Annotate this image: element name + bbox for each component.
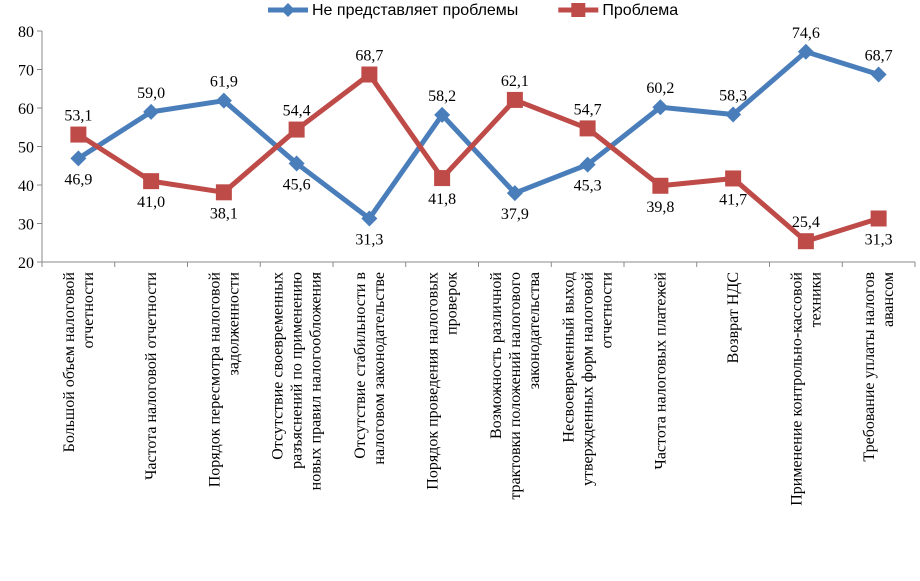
data-label: 62,1 bbox=[501, 73, 529, 90]
data-label: 46,9 bbox=[64, 171, 92, 188]
x-tick-label: Возврат НДС bbox=[725, 272, 742, 363]
y-tick-label: 70 bbox=[18, 63, 34, 80]
marker bbox=[579, 156, 596, 173]
y-tick-label: 80 bbox=[18, 24, 34, 41]
x-tick-label: Требование уплаты налогов авансом bbox=[861, 272, 897, 462]
x-tick-label: Несвоевременный выход утвержденных форм н… bbox=[561, 272, 616, 486]
legend-label: Не представляет проблемы bbox=[312, 2, 518, 19]
data-label: 53,1 bbox=[64, 108, 92, 125]
data-label: 74,6 bbox=[792, 25, 820, 42]
data-label: 68,7 bbox=[355, 48, 383, 65]
data-label: 39,8 bbox=[646, 199, 674, 216]
marker bbox=[70, 126, 87, 143]
series-line bbox=[77, 72, 880, 244]
x-tick-label: Отсутствие стабильности в налоговом закон… bbox=[352, 272, 388, 465]
data-label: 45,3 bbox=[574, 178, 602, 195]
x-tick-label: Частота налоговых платежей bbox=[652, 272, 669, 470]
marker bbox=[143, 173, 160, 190]
data-label: 41,0 bbox=[137, 194, 165, 211]
data-label: 58,2 bbox=[428, 88, 456, 105]
marker bbox=[361, 210, 378, 227]
data-label: 37,9 bbox=[501, 206, 529, 223]
data-label: 58,3 bbox=[719, 88, 747, 105]
marker bbox=[725, 106, 742, 123]
x-tick-label: Большой объем налоговой отчетности bbox=[61, 272, 97, 453]
marker bbox=[506, 91, 523, 108]
data-label: 38,1 bbox=[210, 205, 238, 222]
marker bbox=[725, 170, 742, 187]
x-tick-label: Порядок пересмотра налоговой задолженност… bbox=[206, 272, 242, 488]
marker bbox=[288, 121, 305, 138]
x-tick-label: Возможность различной трактовки положений… bbox=[488, 272, 543, 500]
marker bbox=[288, 155, 305, 172]
marker bbox=[797, 233, 814, 250]
marker bbox=[652, 177, 669, 194]
y-tick-label: 50 bbox=[18, 140, 34, 157]
marker bbox=[870, 210, 887, 227]
marker bbox=[361, 66, 378, 83]
data-label: 54,4 bbox=[283, 103, 311, 120]
data-label: 60,2 bbox=[646, 80, 674, 97]
y-tick-label: 30 bbox=[18, 217, 34, 234]
marker bbox=[579, 120, 596, 137]
y-tick-label: 60 bbox=[18, 101, 34, 118]
legend-marker bbox=[281, 3, 295, 17]
marker bbox=[215, 184, 232, 201]
data-label: 31,3 bbox=[355, 231, 383, 248]
data-label: 68,7 bbox=[865, 48, 893, 65]
y-tick-label: 40 bbox=[18, 178, 34, 195]
marker bbox=[215, 92, 232, 109]
x-tick-label: Применение контрольно-кассовой техники bbox=[788, 272, 824, 506]
data-label: 41,8 bbox=[428, 191, 456, 208]
x-tick-label: Отсутствие своевременных разъяснений по п… bbox=[270, 271, 325, 490]
series-line bbox=[77, 49, 880, 221]
marker bbox=[652, 99, 669, 116]
marker bbox=[143, 103, 160, 120]
x-tick-label: Частота налоговой отчетности bbox=[143, 272, 160, 480]
marker bbox=[870, 66, 887, 83]
y-tick-label: 20 bbox=[18, 255, 34, 272]
marker bbox=[434, 106, 451, 123]
legend-marker bbox=[571, 3, 586, 17]
marker bbox=[506, 185, 523, 202]
data-label: 61,9 bbox=[210, 74, 238, 91]
data-label: 45,6 bbox=[283, 176, 311, 193]
marker bbox=[70, 150, 87, 167]
x-tick-label: Порядок проведения налоговых проверок bbox=[425, 272, 461, 490]
data-label: 54,7 bbox=[574, 101, 602, 118]
marker bbox=[797, 43, 814, 60]
legend-label: Проблема bbox=[602, 2, 678, 19]
marker bbox=[434, 170, 451, 187]
data-label: 59,0 bbox=[137, 85, 165, 102]
data-label: 31,3 bbox=[865, 231, 893, 248]
data-label: 25,4 bbox=[792, 214, 820, 231]
data-label: 41,7 bbox=[719, 191, 747, 208]
